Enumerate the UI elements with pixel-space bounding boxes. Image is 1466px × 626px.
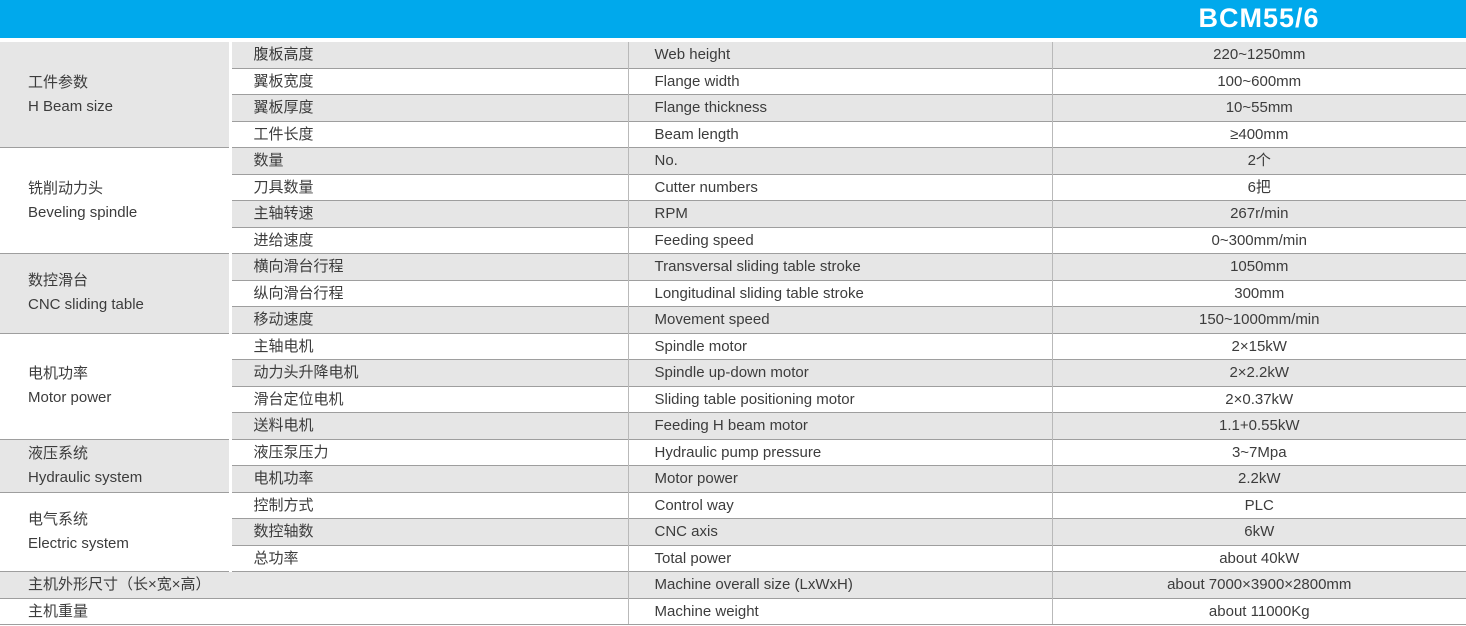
value-cell: 2×2.2kW: [1052, 359, 1466, 386]
param-cn-cell: 数量: [228, 147, 629, 174]
param-cn-cell: 主轴电机: [228, 332, 629, 360]
group-label-en: CNC sliding table: [28, 296, 144, 314]
param-cn-cell: 总功率: [228, 544, 629, 572]
param-en-cell: Flange thickness: [628, 94, 1053, 121]
value-cell: about 7000×3900×2800mm: [1052, 571, 1466, 598]
param-en-cell: Feeding speed: [628, 226, 1053, 254]
value-cell: 1050mm: [1052, 253, 1466, 280]
param-en-cell: Hydraulic pump pressure: [628, 438, 1053, 466]
value-cell: 267r/min: [1052, 200, 1466, 227]
value-cell: 2×15kW: [1052, 332, 1466, 360]
value-cell: 1.1+0.55kW: [1052, 412, 1466, 439]
param-en-cell: Movement speed: [628, 306, 1053, 333]
param-en-cell: Spindle motor: [628, 332, 1053, 360]
value-cell: ≥400mm: [1052, 120, 1466, 148]
group-label-en: H Beam size: [28, 97, 114, 115]
param-en-cell: Feeding H beam motor: [628, 412, 1053, 439]
param-en-cell: Flange width: [628, 67, 1053, 95]
param-en-cell: Machine overall size (LxWxH): [628, 571, 1053, 598]
spec-table: 工件参数 H Beam size 腹板高度 Web height 220~125…: [0, 42, 1466, 625]
value-cell: 6kW: [1052, 518, 1466, 545]
value-cell: 3~7Mpa: [1052, 438, 1466, 466]
param-en-cell: No.: [628, 147, 1053, 174]
header-bar: BCM55/6: [0, 0, 1466, 38]
group-cell-motor-power: 电机功率 Motor power: [0, 332, 230, 439]
model-title: BCM55/6: [1198, 3, 1320, 33]
value-cell: about 40kW: [1052, 544, 1466, 572]
param-cn-cell-machine-weight: 主机重量: [0, 597, 629, 625]
param-en-cell: Web height: [628, 42, 1053, 68]
group-label-cn: 铣削动力头: [28, 179, 104, 197]
group-label-cn: 电气系统: [28, 510, 89, 528]
group-label-cn: 数控滑台: [28, 272, 89, 290]
group-label-en: Motor power: [28, 389, 112, 406]
value-cell: 0~300mm/min: [1052, 226, 1466, 254]
header-gap: [0, 38, 1466, 42]
value-cell: 2.2kW: [1052, 465, 1466, 492]
value-cell: 300mm: [1052, 279, 1466, 307]
param-en-cell: Control way: [628, 491, 1053, 519]
param-cn-cell: 电机功率: [228, 465, 629, 492]
group-label-en: Hydraulic system: [28, 468, 143, 486]
param-cn-cell: 刀具数量: [228, 173, 629, 201]
value-cell: 2×0.37kW: [1052, 385, 1466, 413]
group-cell-h-beam-size: 工件参数 H Beam size: [0, 42, 230, 148]
value-cell: 6把: [1052, 173, 1466, 201]
group-cell-beveling-spindle: 铣削动力头 Beveling spindle: [0, 147, 230, 254]
param-cn-cell: 翼板厚度: [228, 94, 629, 121]
value-cell: about 11000Kg: [1052, 597, 1466, 625]
group-label-cn: 液压系统: [28, 444, 89, 462]
param-cn-cell: 滑台定位电机: [228, 385, 629, 413]
param-cn-cell: 送料电机: [228, 412, 629, 439]
group-cell-cnc-sliding-table: 数控滑台 CNC sliding table: [0, 253, 230, 333]
param-cn-cell: 翼板宽度: [228, 67, 629, 95]
param-en-cell: Sliding table positioning motor: [628, 385, 1053, 413]
param-en-cell: RPM: [628, 200, 1053, 227]
param-cn-cell: 液压泵压力: [228, 438, 629, 466]
group-label-en: Beveling spindle: [28, 203, 138, 221]
param-en-cell: Beam length: [628, 120, 1053, 148]
group-label-cn: 电机功率: [28, 365, 89, 382]
param-en-cell: Motor power: [628, 465, 1053, 492]
group-cell-hydraulic-system: 液压系统 Hydraulic system: [0, 438, 230, 492]
param-cn-cell-machine-size: 主机外形尺寸（长×宽×高）: [0, 571, 629, 598]
value-cell: 10~55mm: [1052, 94, 1466, 121]
param-cn-cell: 横向滑台行程: [228, 253, 629, 280]
group-cell-electric-system: 电气系统 Electric system: [0, 491, 230, 572]
value-cell: 100~600mm: [1052, 67, 1466, 95]
param-cn-cell: 动力头升降电机: [228, 359, 629, 386]
group-label-en: Electric system: [28, 534, 129, 552]
value-cell: 2个: [1052, 147, 1466, 174]
param-cn-cell: 移动速度: [228, 306, 629, 333]
param-en-cell: Spindle up-down motor: [628, 359, 1053, 386]
param-cn-cell: 数控轴数: [228, 518, 629, 545]
param-cn-cell: 进给速度: [228, 226, 629, 254]
param-cn-cell: 工件长度: [228, 120, 629, 148]
param-en-cell: Cutter numbers: [628, 173, 1053, 201]
value-cell: PLC: [1052, 491, 1466, 519]
param-cn-cell: 控制方式: [228, 491, 629, 519]
value-cell: 150~1000mm/min: [1052, 306, 1466, 333]
param-en-cell: Total power: [628, 544, 1053, 572]
param-en-cell: Longitudinal sliding table stroke: [628, 279, 1053, 307]
value-cell: 220~1250mm: [1052, 42, 1466, 68]
group-label-cn: 工件参数: [28, 73, 89, 91]
param-en-cell: Machine weight: [628, 597, 1053, 625]
param-en-cell: Transversal sliding table stroke: [628, 253, 1053, 280]
param-cn-cell: 主轴转速: [228, 200, 629, 227]
param-cn-cell: 纵向滑台行程: [228, 279, 629, 307]
param-en-cell: CNC axis: [628, 518, 1053, 545]
param-cn-cell: 腹板高度: [228, 42, 629, 68]
